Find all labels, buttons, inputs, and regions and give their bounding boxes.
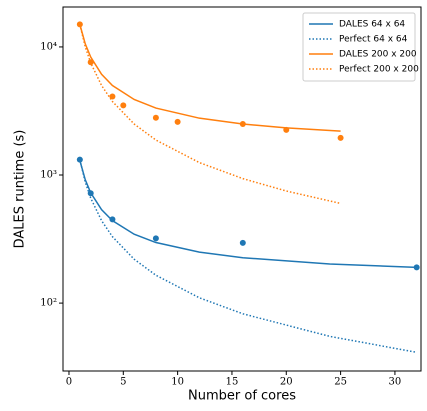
- data-point: [87, 190, 94, 197]
- x-tick-label: 25: [334, 377, 347, 388]
- series-line: [79, 160, 417, 269]
- data-point: [109, 216, 116, 223]
- x-tick-label: 5: [120, 377, 126, 388]
- x-tick-label: 30: [389, 377, 402, 388]
- data-point: [283, 126, 290, 133]
- data-point: [174, 118, 181, 125]
- legend-label: Perfect 200 x 200: [339, 65, 419, 75]
- x-tick-label: 0: [66, 377, 72, 388]
- data-point: [76, 21, 83, 28]
- data-point: [109, 93, 116, 100]
- y-tick-label: 10⁴: [40, 41, 57, 52]
- data-point: [413, 264, 420, 271]
- x-tick-label: 15: [226, 377, 239, 388]
- x-tick-label: 20: [280, 377, 293, 388]
- plot-frame: [62, 6, 422, 372]
- y-axis-label: DALES runtime (s): [13, 130, 28, 249]
- data-point: [152, 114, 159, 121]
- data-point: [76, 156, 83, 163]
- data-point: [239, 239, 246, 246]
- series-line: [79, 24, 341, 205]
- x-axis-label: Number of cores: [188, 389, 296, 404]
- data-point: [337, 134, 344, 141]
- legend-label: Perfect 64 x 64: [339, 35, 408, 45]
- y-tick-label: 10²: [40, 298, 57, 309]
- x-tick-label: 10: [171, 377, 184, 388]
- series-line: [79, 24, 341, 132]
- data-point: [152, 235, 159, 242]
- data-point: [239, 121, 246, 128]
- legend-box: [302, 12, 416, 82]
- data-point: [120, 102, 127, 109]
- data-point: [87, 59, 94, 66]
- legend-label: DALES 200 x 200: [339, 50, 417, 60]
- y-tick-label: 10³: [40, 170, 57, 181]
- legend-label: DALES 64 x 64: [339, 20, 405, 30]
- series-line: [79, 159, 417, 354]
